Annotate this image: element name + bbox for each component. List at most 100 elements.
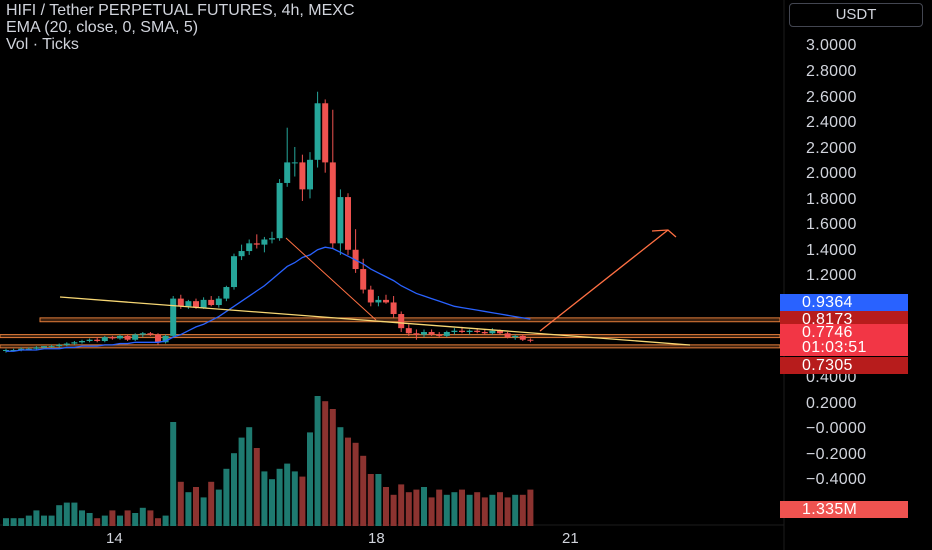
volume-bar: [139, 507, 146, 526]
volume-bar: [101, 515, 108, 526]
candle-body: [413, 333, 420, 335]
projection-arrow-line: [539, 229, 669, 332]
volume-bar: [132, 513, 139, 526]
candle-body: [48, 346, 55, 348]
candle-body: [390, 302, 397, 315]
candle-body: [322, 103, 329, 163]
candle-body: [405, 328, 412, 334]
volume-bar: [413, 489, 420, 526]
volume-bar: [322, 401, 329, 526]
ema-line: [6, 246, 531, 352]
volume-bar: [421, 487, 427, 526]
candle-body: [466, 330, 473, 333]
candle-body: [185, 301, 192, 307]
price-axis-label: 3.0000: [806, 37, 857, 54]
candle-body: [177, 298, 184, 307]
candle-body: [231, 256, 237, 288]
candle-body: [383, 299, 389, 303]
volume-bar: [124, 510, 131, 526]
volume-bar: [253, 448, 260, 526]
candlesticks: [3, 91, 534, 353]
candle-body: [307, 159, 313, 190]
candle-body: [25, 348, 32, 350]
candle-body: [10, 350, 17, 351]
volume-bar: [329, 409, 336, 526]
volume-bar: [215, 489, 222, 526]
volume-bar: [147, 510, 154, 526]
ema-indicator-label[interactable]: EMA (20, close, 0, SMA, 5): [6, 19, 199, 36]
candle-body: [71, 342, 78, 344]
volume-bar: [3, 518, 9, 526]
volume-bar: [109, 510, 116, 526]
volume-bar: [63, 502, 70, 526]
volume-bar: [162, 515, 169, 526]
volume-indicator-label[interactable]: Vol · Ticks: [6, 36, 79, 53]
price-axis-label: −0.2000: [806, 446, 867, 463]
price-axis-label: 2.2000: [806, 140, 857, 157]
volume-bar: [25, 515, 32, 526]
volume-bar: [383, 487, 389, 526]
price-axis-label: 2.4000: [806, 114, 857, 131]
volume-bar: [284, 463, 291, 526]
volume-bar: [48, 515, 55, 526]
price-axis-label: 2.6000: [806, 89, 857, 106]
volume-bar: [261, 471, 268, 526]
price-zone: [0, 344, 781, 349]
volume-bar: [231, 453, 237, 526]
candle-body: [162, 335, 169, 343]
volume-bar: [223, 468, 230, 526]
price-axis-label: 1.8000: [806, 191, 857, 208]
volume-bar: [79, 510, 85, 526]
volume-bar: [451, 492, 458, 526]
candle-body: [56, 344, 63, 347]
level-1-badge: 0.8173: [780, 311, 908, 328]
trendline: [59, 296, 691, 346]
volume-bar: [314, 396, 321, 526]
volume-bar: [246, 427, 253, 526]
candle-body: [398, 314, 405, 329]
candle-body: [269, 238, 275, 240]
volume-bar: [504, 497, 511, 526]
volume-bar: [33, 510, 40, 526]
volume-bar: [519, 494, 526, 526]
volume-bar: [208, 481, 215, 526]
symbol-title[interactable]: HIFI / Tether PERPETUAL FUTURES, 4h, MEX…: [6, 2, 355, 19]
volume-bar: [200, 497, 207, 526]
volume-bar: [18, 518, 25, 526]
candle-body: [41, 346, 47, 348]
candle-body: [238, 251, 245, 257]
volume-value-badge: 1.335M: [780, 501, 908, 518]
candle-body: [428, 332, 435, 335]
price-axis-label: 1.2000: [806, 267, 857, 284]
candle-body: [299, 162, 306, 190]
time-label-21: 21: [562, 530, 579, 547]
volume-bar: [269, 479, 275, 526]
candle-body: [527, 339, 534, 341]
last-price-badge: 0.7746: [780, 324, 908, 341]
volume-bar: [466, 494, 473, 526]
candle-body: [215, 298, 222, 306]
currency-button[interactable]: USDT: [789, 3, 923, 27]
volume-bar: [155, 518, 161, 526]
candle-body: [459, 330, 465, 333]
price-axis-label: −0.4000: [806, 471, 867, 488]
price-axis-label: 2.0000: [806, 165, 857, 182]
candle-body: [436, 334, 443, 336]
volume-bar: [299, 476, 306, 526]
bar-countdown-badge: 01:03:51: [780, 339, 908, 356]
volume-bar: [10, 518, 17, 526]
volume-bar: [71, 502, 78, 526]
candle-body: [223, 287, 230, 299]
volume-bar: [512, 494, 519, 526]
down-trendline: [285, 237, 377, 321]
volume-bar: [193, 487, 199, 526]
price-zone: [39, 317, 781, 323]
candle-body: [519, 335, 526, 340]
volume-bar: [390, 494, 397, 526]
chart-legend: HIFI / Tether PERPETUAL FUTURES, 4h, MEX…: [6, 2, 355, 53]
candle-body: [109, 337, 116, 339]
candle-body: [512, 335, 519, 338]
price-axis-label: 1.6000: [806, 216, 857, 233]
volume-bar: [428, 497, 435, 526]
